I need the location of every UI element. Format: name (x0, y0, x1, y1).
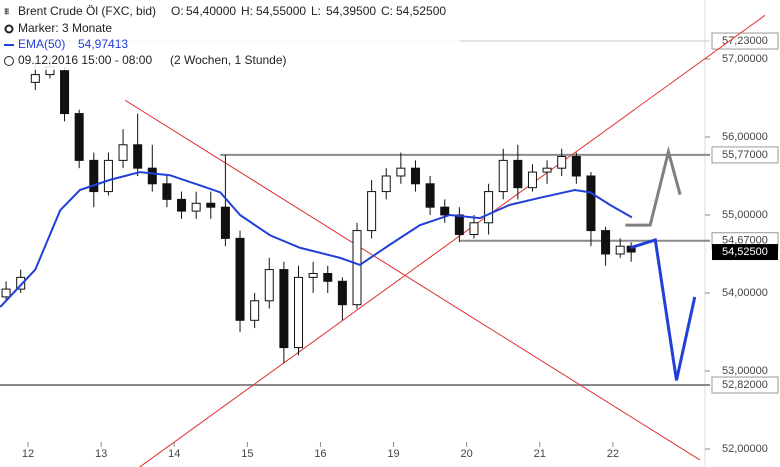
last-price-label: 54,52500 (722, 246, 768, 258)
candle-body (425, 183, 435, 208)
candle-body (557, 155, 567, 169)
candle-body (396, 167, 406, 177)
x-tick-label: 12 (22, 448, 34, 460)
y-tick-label: 55,00000 (722, 209, 768, 221)
candle-body (264, 269, 274, 302)
candle-body (16, 276, 26, 290)
candle-body (410, 167, 420, 185)
candle-body (469, 222, 479, 235)
marker-icon (4, 24, 14, 34)
y-tick-label: 57,00000 (722, 53, 768, 65)
y-tick-label: 52,00000 (722, 443, 768, 455)
y-tick-label: 54,00000 (722, 287, 768, 299)
ohlc-value: 54,39500 (326, 4, 376, 18)
level-label: 54,67000 (722, 235, 768, 247)
ema-legend-value: 54,97413 (78, 37, 128, 51)
candle-body (177, 198, 187, 212)
projection-line (629, 237, 697, 381)
x-tick-label: 22 (607, 448, 619, 460)
ohlc-key: O: (171, 4, 184, 18)
candle-body (308, 272, 318, 278)
y-tick-label: 53,00000 (722, 365, 768, 377)
trend-line (139, 14, 766, 467)
candle-body (294, 276, 304, 349)
candle-body (615, 245, 625, 255)
ohlc-value: 54,40000 (186, 4, 236, 18)
ohlc-key: C: (381, 4, 393, 18)
x-tick-label: 19 (387, 448, 399, 460)
candle-body (30, 74, 40, 83)
x-tick-label: 20 (461, 448, 473, 460)
candle-body (454, 214, 464, 235)
symbol: Brent Crude Öl (FXC, bid) (18, 4, 156, 18)
symbol-icon: ⩩ (4, 7, 10, 18)
candle-body (527, 171, 537, 189)
candle-body (89, 159, 99, 193)
candle-body (250, 300, 260, 321)
candle-body (279, 269, 289, 349)
header-bg (0, 0, 460, 70)
x-tick-label: 21 (534, 448, 546, 460)
candle-body (206, 202, 216, 208)
candle-body (133, 144, 143, 169)
x-tick-label: 13 (95, 448, 107, 460)
ema-legend-name: EMA(50) (18, 37, 65, 51)
ohlc-value: 54,52500 (396, 4, 446, 18)
candle-body (103, 159, 113, 193)
ohlc-key: L: (311, 4, 321, 18)
last-price-box (712, 244, 778, 261)
candle-body (323, 272, 333, 282)
level-box (711, 146, 779, 164)
x-tick-label: 16 (314, 448, 326, 460)
candle-body (381, 175, 391, 193)
level-box (711, 376, 779, 394)
candle-body (352, 230, 362, 306)
candle-body (60, 70, 70, 115)
candle-body (220, 206, 230, 239)
level-label: 55,77000 (722, 149, 768, 161)
level-label: 52,82000 (722, 379, 768, 391)
candle-body (513, 159, 523, 189)
range: (2 Wochen, 1 Stunde) (170, 53, 287, 67)
period: 09.12.2016 15:00 - 08:00 (18, 53, 152, 67)
candle-body (147, 167, 157, 185)
y-tick-label: 56,00000 (722, 131, 768, 143)
candle-body (1, 288, 11, 298)
ohlc-key: H: (241, 4, 253, 18)
candle-body (235, 237, 245, 321)
ohlc-value: 54,55000 (256, 4, 306, 18)
candle-body (367, 191, 377, 232)
candle-body (571, 155, 581, 177)
projection-line (625, 145, 682, 227)
candle-body (484, 191, 494, 224)
clock-icon (4, 56, 14, 66)
candle-body (337, 280, 347, 306)
candle-body (542, 167, 552, 173)
marker: Marker: 3 Monate (18, 21, 112, 35)
x-tick-label: 15 (241, 448, 253, 460)
candle-body (586, 175, 596, 232)
level-box (711, 32, 779, 50)
trend-line (124, 99, 701, 461)
ema-line (0, 171, 633, 308)
candle-body (74, 113, 84, 161)
candle-body (440, 206, 450, 216)
candle-body (118, 144, 128, 161)
candle-body (498, 159, 508, 193)
candle-body (601, 230, 611, 255)
candle-body (162, 183, 172, 200)
candle-body (191, 202, 201, 212)
x-tick-label: 14 (168, 448, 180, 460)
